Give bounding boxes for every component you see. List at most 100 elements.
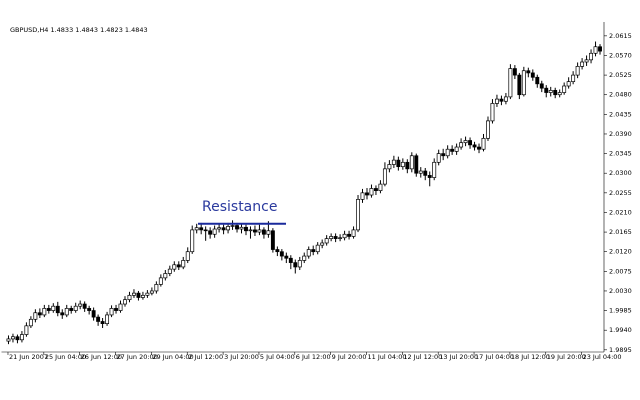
candle-body — [580, 61, 585, 67]
candle-body — [279, 251, 284, 257]
x-tick-label: 2 Jul 12:00 — [188, 353, 223, 361]
candle-body — [553, 90, 558, 96]
candle-body — [19, 334, 24, 341]
candle-body — [118, 303, 123, 311]
candle-body — [311, 249, 316, 253]
candle-body — [315, 244, 320, 253]
candle-body — [78, 303, 83, 307]
candle-body — [342, 233, 347, 239]
candle-body — [333, 236, 338, 239]
candle-body — [212, 228, 217, 235]
candle-body — [163, 273, 168, 279]
x-tick-label: 26 Jun 12:00 — [81, 353, 122, 361]
x-tick-label: 9 Jul 20:00 — [332, 353, 367, 361]
candle-body — [468, 140, 473, 146]
candle-body — [351, 229, 356, 237]
candle-body — [132, 292, 136, 296]
candle-body — [87, 308, 92, 311]
candle-body — [24, 325, 29, 335]
x-tick-label: 13 Jul 20:00 — [439, 353, 478, 361]
candle-body — [356, 199, 360, 231]
candle-body — [494, 98, 499, 104]
candle-body — [172, 264, 177, 270]
x-tick-label: 6 Jul 12:00 — [296, 353, 331, 361]
y-tick-label: 2.0030 — [609, 287, 632, 295]
candle-body — [6, 338, 11, 342]
x-tick-label: 5 Jul 04:00 — [260, 353, 295, 361]
candle-body — [257, 229, 262, 233]
candle-body — [230, 225, 235, 227]
x-tick-label: 21 Jun 2007 — [9, 353, 48, 361]
candle-body — [60, 312, 65, 316]
candle-body — [275, 249, 280, 253]
candle-body — [512, 68, 517, 76]
chart-title: GBPUSD,H4 1.4833 1.4843 1.4823 1.4843 — [10, 26, 148, 34]
candle-body — [199, 227, 204, 231]
candle-body — [481, 137, 486, 150]
y-tick-label: 2.0300 — [609, 169, 632, 177]
candle-body — [244, 226, 248, 232]
candle-body — [306, 249, 311, 257]
y-tick-label: 2.0615 — [609, 32, 632, 40]
candle-body — [226, 226, 231, 231]
y-tick-label: 2.0525 — [609, 71, 632, 79]
candle-body — [194, 227, 199, 231]
candle-body — [566, 81, 571, 87]
candle-body — [203, 229, 208, 232]
candle-body — [33, 312, 38, 320]
candle-body — [28, 318, 33, 327]
y-tick-label: 2.0480 — [609, 91, 632, 99]
candle-body — [293, 262, 298, 268]
candle-body — [463, 140, 468, 144]
candle-body — [369, 188, 374, 196]
candle-body — [338, 237, 343, 239]
candle-body — [64, 308, 69, 316]
candle-body — [55, 305, 60, 314]
y-tick-label: 2.0255 — [609, 189, 632, 197]
candle-body — [526, 70, 531, 74]
candle-body — [320, 242, 325, 246]
candle-body — [517, 74, 522, 96]
candle-body — [436, 153, 441, 163]
annotation-label: Resistance — [202, 199, 277, 215]
candle-body — [584, 59, 589, 63]
candle-body — [360, 192, 365, 200]
x-tick-label: 25 Jun 04:00 — [45, 353, 86, 361]
candle-body — [270, 230, 275, 250]
candle-body — [149, 290, 154, 294]
candle-body — [158, 277, 163, 285]
candle-body — [508, 68, 513, 98]
candle-body — [82, 303, 87, 309]
candle-body — [593, 46, 598, 54]
x-tick-label: 19 Jul 20:00 — [547, 353, 586, 361]
x-tick-label: 3 Jul 20:00 — [224, 353, 259, 361]
candle-body — [297, 260, 302, 268]
candle-body — [302, 255, 307, 261]
candle-body — [324, 238, 329, 244]
candle-body — [154, 284, 159, 292]
candle-body — [190, 229, 195, 253]
candle-body — [418, 170, 423, 174]
candle-body — [239, 226, 244, 230]
candle-body — [445, 148, 450, 157]
x-tick-label: 29 Jun 04:00 — [152, 353, 193, 361]
candle-body — [261, 229, 266, 235]
x-tick-label: 23 Jul 04:00 — [583, 353, 622, 361]
candle-body — [387, 164, 392, 170]
candle-body — [400, 161, 405, 168]
candle-body — [454, 146, 459, 152]
candle-body — [51, 305, 56, 311]
candle-body — [548, 90, 553, 93]
candle-body — [486, 120, 490, 139]
y-tick-label: 2.0075 — [609, 267, 632, 275]
candle-body — [391, 159, 396, 165]
candle-body — [145, 292, 150, 296]
candle-body — [378, 183, 383, 192]
candle-body — [167, 268, 172, 274]
candle-body — [136, 292, 141, 298]
candle-body — [589, 52, 594, 61]
candle-body — [329, 236, 334, 239]
candle-body — [208, 230, 213, 235]
candle-body — [217, 227, 222, 230]
candle-body — [477, 146, 481, 150]
